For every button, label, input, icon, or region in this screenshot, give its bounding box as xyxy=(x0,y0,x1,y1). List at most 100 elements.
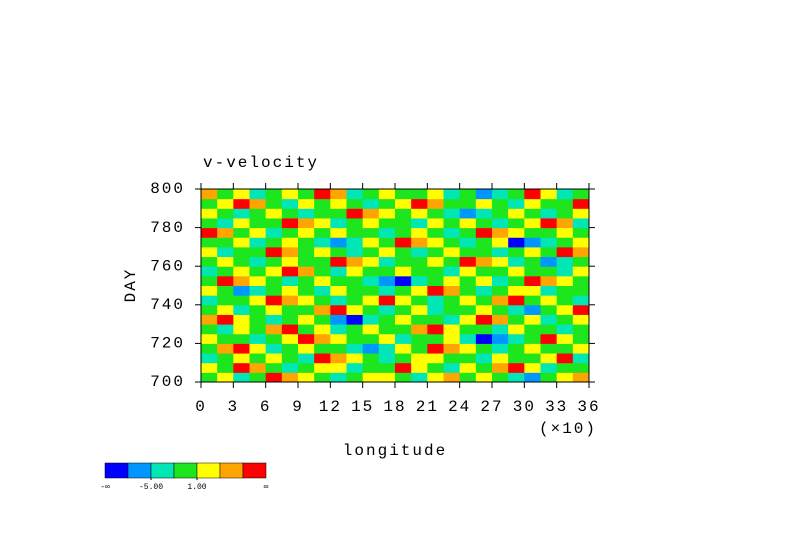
y-tick-label: 800 xyxy=(150,180,185,198)
heatmap-cell xyxy=(427,198,444,209)
heatmap-cell xyxy=(233,237,250,248)
colorbar-label: ∞ xyxy=(264,483,269,492)
heatmap-cell xyxy=(314,237,331,248)
heatmap-cell xyxy=(249,304,267,315)
heatmap-cell xyxy=(556,304,574,315)
heatmap-cell xyxy=(298,189,315,200)
heatmap-cell xyxy=(298,372,315,383)
heatmap-cell xyxy=(233,198,250,209)
heatmap-cell xyxy=(378,266,396,277)
heatmap-cell xyxy=(395,189,412,200)
heatmap-cell xyxy=(346,198,364,209)
heatmap-cell xyxy=(411,353,428,364)
heatmap-cell xyxy=(378,304,396,315)
heatmap-cell xyxy=(201,198,218,209)
heatmap-cell xyxy=(508,343,525,354)
heatmap-cell xyxy=(378,314,396,325)
heatmap-cell xyxy=(330,208,347,219)
heatmap-cell xyxy=(249,246,267,258)
x-tick-label: 12 xyxy=(319,398,342,416)
colorbar-label: -∞ xyxy=(100,483,110,492)
heatmap-cell xyxy=(362,295,380,306)
heatmap-cell xyxy=(201,353,218,364)
heatmap-cell xyxy=(298,208,315,219)
heatmap-cell xyxy=(201,256,218,267)
colorbar-box xyxy=(127,462,152,479)
heatmap-cell xyxy=(330,256,347,267)
heatmap-cell xyxy=(314,198,331,209)
heatmap-cell xyxy=(556,285,574,296)
heatmap-cell xyxy=(233,353,250,364)
heatmap-cell xyxy=(524,343,541,354)
heatmap-cell xyxy=(314,275,331,286)
heatmap-cell xyxy=(314,217,331,229)
x-axis-label: longitude xyxy=(343,442,447,460)
heatmap-cell xyxy=(556,217,574,229)
heatmap-cell xyxy=(346,353,364,364)
heatmap-cell xyxy=(427,237,444,248)
heatmap-cell xyxy=(346,237,364,248)
heatmap-cell xyxy=(524,314,541,325)
heatmap-cell xyxy=(330,343,347,354)
heatmap-cell xyxy=(540,304,558,315)
heatmap-cell xyxy=(443,343,461,354)
heatmap-cell xyxy=(556,237,574,248)
heatmap-cell xyxy=(411,189,428,200)
heatmap-cell xyxy=(249,285,267,296)
heatmap-cell xyxy=(395,343,412,354)
heatmap-cell xyxy=(459,275,477,286)
heatmap-cell xyxy=(330,285,347,296)
x-tick-label: 15 xyxy=(351,398,374,416)
heatmap-cell xyxy=(362,198,380,209)
heatmap-cell xyxy=(475,227,493,238)
heatmap-cell xyxy=(443,198,461,209)
heatmap-cell xyxy=(281,324,299,335)
heatmap-cell xyxy=(540,333,558,344)
heatmap-cell xyxy=(346,324,364,335)
heatmap-cell xyxy=(265,295,283,306)
heatmap-cell xyxy=(298,324,315,335)
heatmap-cell xyxy=(314,189,331,200)
heatmap-cell xyxy=(330,275,347,286)
heatmap-cell xyxy=(508,189,525,200)
heatmap-cell xyxy=(427,227,444,238)
colorbar-box xyxy=(173,462,198,479)
heatmap-cell xyxy=(298,314,315,325)
heatmap-cell xyxy=(411,314,428,325)
heatmap-cell xyxy=(233,208,250,219)
heatmap-cell xyxy=(378,353,396,364)
heatmap-cell xyxy=(411,237,428,248)
heatmap-cell xyxy=(265,304,283,315)
heatmap-cell xyxy=(395,333,412,344)
heatmap-cell xyxy=(346,304,364,315)
heatmap-cell xyxy=(201,217,218,229)
heatmap-cell xyxy=(298,266,315,277)
heatmap-cell xyxy=(459,237,477,248)
heatmap-cell xyxy=(556,208,574,219)
heatmap-cell xyxy=(492,314,509,325)
heatmap-cell xyxy=(298,275,315,286)
heatmap-cell xyxy=(217,324,234,335)
heatmap-cell xyxy=(524,304,541,315)
x-tick-label: 0 xyxy=(195,398,207,416)
heatmap-cell xyxy=(540,227,558,238)
heatmap-cell xyxy=(395,324,412,335)
heatmap-cell xyxy=(233,304,250,315)
y-tick-label: 760 xyxy=(150,257,185,275)
heatmap-cell xyxy=(427,343,444,354)
heatmap-cell xyxy=(314,304,331,315)
heatmap-cell xyxy=(459,353,477,364)
heatmap-cell xyxy=(346,189,364,200)
heatmap-cell xyxy=(411,227,428,238)
heatmap-cell xyxy=(217,372,234,383)
heatmap-cell xyxy=(217,227,234,238)
heatmap-cell xyxy=(508,237,525,248)
heatmap-cell xyxy=(572,343,590,354)
heatmap-cell xyxy=(298,227,315,238)
heatmap-cell xyxy=(508,333,525,344)
x-tick-label: 33 xyxy=(545,398,568,416)
heatmap-cell xyxy=(362,362,380,373)
heatmap-cell xyxy=(459,285,477,296)
heatmap-cell xyxy=(540,314,558,325)
heatmap-cell xyxy=(443,295,461,306)
